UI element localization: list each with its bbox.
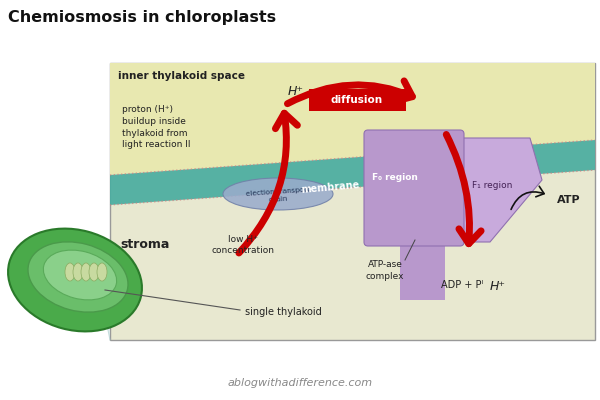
Ellipse shape <box>97 263 107 281</box>
Text: proton (H⁺)
buildup inside
thylakoid from
light reaction II: proton (H⁺) buildup inside thylakoid fro… <box>122 105 191 149</box>
Text: election transport
chain: election transport chain <box>245 187 311 205</box>
FancyArrowPatch shape <box>239 113 298 253</box>
Ellipse shape <box>81 263 91 281</box>
FancyBboxPatch shape <box>309 89 406 111</box>
Text: ATP: ATP <box>557 195 581 205</box>
Text: Chemiosmosis in chloroplasts: Chemiosmosis in chloroplasts <box>8 10 276 25</box>
Polygon shape <box>430 138 542 242</box>
Bar <box>110 63 595 340</box>
Text: diffusion: diffusion <box>331 95 383 105</box>
FancyArrowPatch shape <box>446 134 481 244</box>
Bar <box>400 235 445 300</box>
Polygon shape <box>100 255 110 340</box>
Text: low H⁺
concentration: low H⁺ concentration <box>212 234 275 256</box>
Text: inner thylakoid space: inner thylakoid space <box>118 71 245 81</box>
Text: F₁ region: F₁ region <box>472 180 512 190</box>
Text: membrane: membrane <box>301 180 359 194</box>
FancyBboxPatch shape <box>364 130 464 246</box>
Text: F₀ region: F₀ region <box>372 174 418 182</box>
Polygon shape <box>110 63 595 175</box>
Text: ADP + Pᴵ: ADP + Pᴵ <box>441 280 483 290</box>
Text: ATP-ase
complex: ATP-ase complex <box>366 260 404 281</box>
Text: H⁺: H⁺ <box>490 280 506 293</box>
Polygon shape <box>110 140 595 205</box>
Ellipse shape <box>223 178 333 210</box>
Ellipse shape <box>89 263 99 281</box>
FancyArrowPatch shape <box>287 81 412 104</box>
Ellipse shape <box>8 228 142 332</box>
Ellipse shape <box>73 263 83 281</box>
Text: stroma: stroma <box>120 238 169 252</box>
Text: single thylakoid: single thylakoid <box>245 307 322 317</box>
Ellipse shape <box>43 250 116 300</box>
Ellipse shape <box>28 242 128 312</box>
Ellipse shape <box>65 263 75 281</box>
Text: ablogwithadifference.com: ablogwithadifference.com <box>227 378 373 388</box>
Text: H⁺: H⁺ <box>288 85 304 98</box>
FancyArrowPatch shape <box>511 186 544 210</box>
